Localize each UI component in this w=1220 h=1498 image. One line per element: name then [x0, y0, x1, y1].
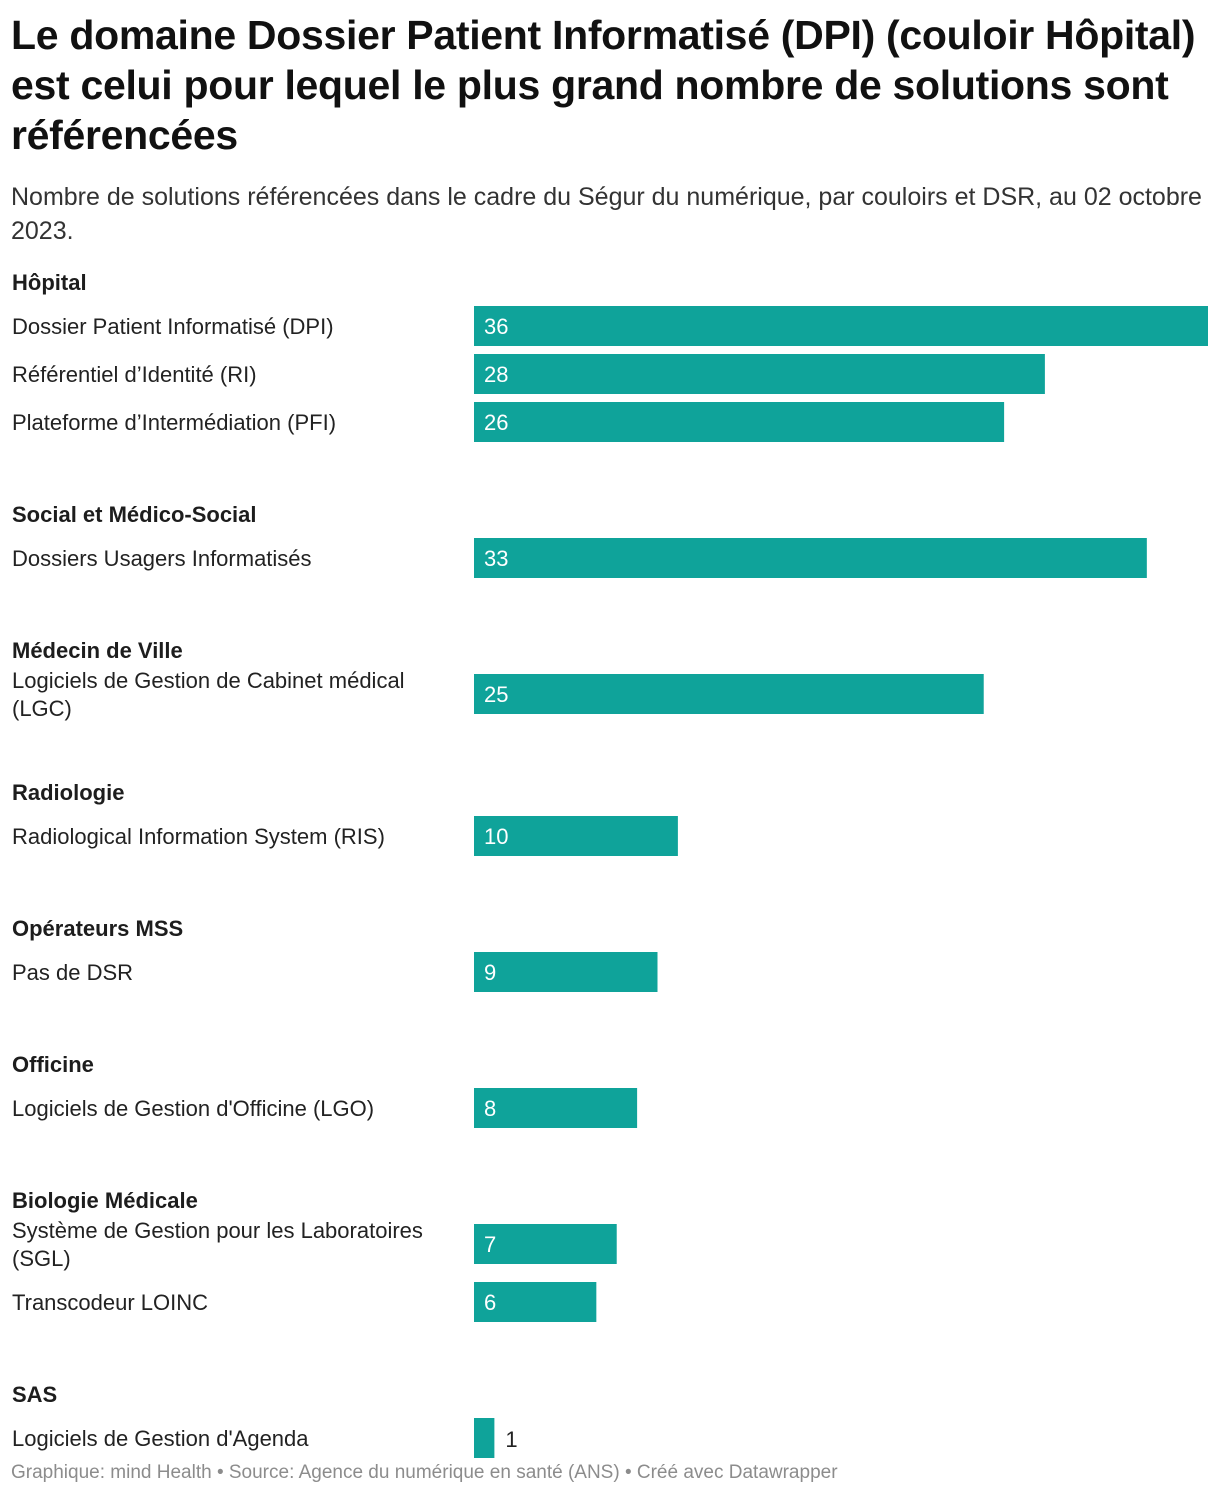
bar-logiciels-de-gestion-d-officine-lgo	[474, 1088, 638, 1128]
group-label-officine: Officine	[12, 1052, 94, 1077]
chart-footer: Graphique: mind Health • Source: Agence …	[11, 1462, 838, 1483]
category-label: Référentiel d’Identité (RI)	[12, 362, 257, 387]
bar-radiological-information-system-ris	[474, 816, 678, 856]
group-label-radiologie: Radiologie	[12, 780, 124, 805]
category-label: Pas de DSR	[12, 960, 133, 985]
bar-referentiel-d-identite-ri	[474, 354, 1045, 394]
category-label: Transcodeur LOINC	[12, 1290, 208, 1315]
category-label: Logiciels de Gestion d'Agenda	[12, 1426, 309, 1451]
category-label: Radiological Information System (RIS)	[12, 824, 385, 849]
bar-plateforme-d-intermediation-pfi	[474, 402, 1005, 442]
group-label-hopital: Hôpital	[12, 270, 87, 295]
value-label: 25	[484, 682, 508, 707]
bar-pas-de-dsr	[474, 952, 658, 992]
category-label: Logiciels de Gestion de Cabinet médical(…	[12, 668, 405, 721]
value-label: 26	[484, 410, 508, 435]
group-label-medecin-de-ville: Médecin de Ville	[12, 638, 183, 663]
category-label: Dossier Patient Informatisé (DPI)	[12, 314, 334, 339]
group-label-biologie-medicale: Biologie Médicale	[12, 1188, 198, 1213]
chart-title: Le domaine Dossier Patient Informatisé (…	[11, 12, 1196, 158]
group-label-social-et-medico-social: Social et Médico-Social	[12, 502, 257, 527]
value-label: 1	[505, 1427, 517, 1452]
value-label: 6	[484, 1290, 496, 1315]
value-label: 7	[484, 1232, 496, 1257]
category-label: Logiciels de Gestion d'Officine (LGO)	[12, 1096, 374, 1121]
value-label: 28	[484, 362, 508, 387]
chart-subtitle: Nombre de solutions référencées dans le …	[11, 183, 1202, 245]
value-label: 33	[484, 546, 508, 571]
value-label: 36	[484, 314, 508, 339]
group-label-operateurs-mss: Opérateurs MSS	[12, 916, 183, 941]
bar-systeme-de-gestion-pour-les-laboratoires-sgl	[474, 1224, 617, 1264]
category-label: Plateforme d’Intermédiation (PFI)	[12, 410, 336, 435]
bar-logiciels-de-gestion-d-agenda	[474, 1418, 495, 1458]
category-label: Système de Gestion pour les Laboratoires…	[12, 1218, 423, 1271]
category-label: Dossiers Usagers Informatisés	[12, 546, 312, 571]
bar-dossier-patient-informatise-dpi	[474, 306, 1208, 346]
value-label: 9	[484, 960, 496, 985]
value-label: 8	[484, 1096, 496, 1121]
value-label: 10	[484, 824, 508, 849]
bar-dossiers-usagers-informatises	[474, 538, 1147, 578]
bar-transcodeur-loinc	[474, 1282, 597, 1322]
group-label-sas: SAS	[12, 1382, 57, 1407]
bar-logiciels-de-gestion-de-cabinet-medical-lgc	[474, 674, 984, 714]
